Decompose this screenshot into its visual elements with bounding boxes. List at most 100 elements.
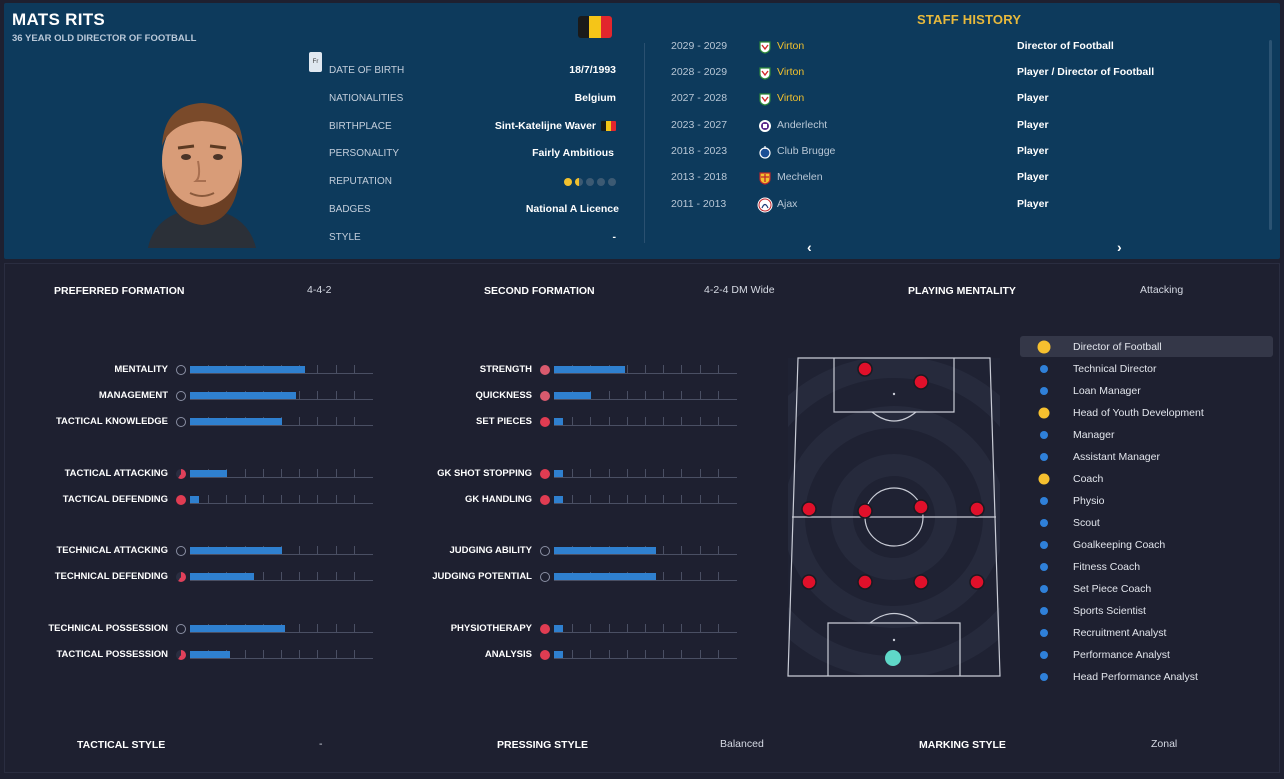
role-item[interactable]: Head of Youth Development: [1020, 402, 1273, 423]
bar-tick: [681, 417, 683, 425]
role-item[interactable]: Goalkeeping Coach: [1020, 534, 1273, 555]
bar-tick: [608, 650, 610, 658]
attribute-row[interactable]: PHYSIOTHERAPY: [5, 621, 765, 637]
bar-tick: [681, 469, 683, 477]
history-row[interactable]: 2023 - 2027 Anderlecht Player: [671, 115, 1211, 137]
bar-tick: [299, 495, 301, 503]
info-row-reputation: REPUTATION: [329, 173, 619, 193]
attribute-row[interactable]: TACTICAL ATTACKING: [5, 466, 765, 482]
role-item[interactable]: Physio: [1020, 490, 1273, 511]
role-item[interactable]: Head Performance Analyst: [1020, 666, 1273, 687]
history-row[interactable]: 2027 - 2028 Virton Player: [671, 88, 1211, 110]
bar-tick: [590, 417, 592, 425]
history-years: 2023 - 2027: [671, 119, 728, 131]
info-row-style: STYLE -: [329, 229, 619, 249]
info-row-birthplace: BIRTHPLACE Sint-Katelijne Waver: [329, 118, 619, 138]
attribute-bar-fill: [554, 366, 626, 373]
bar-tick: [717, 572, 719, 580]
bar-tick: [681, 495, 683, 503]
role-item[interactable]: Manager: [1020, 424, 1273, 445]
role-item[interactable]: Set Piece Coach: [1020, 578, 1273, 599]
attribute-row[interactable]: SET PIECES: [5, 414, 765, 430]
reputation-star-empty: [597, 178, 605, 186]
bar-tick: [608, 417, 610, 425]
role-suitability-dot-icon: [1040, 540, 1048, 549]
history-row[interactable]: 2028 - 2029 Virton Player / Director of …: [671, 62, 1211, 84]
virton-badge-icon: [757, 39, 773, 55]
history-prev-button[interactable]: ‹: [807, 239, 812, 255]
history-row[interactable]: 2013 - 2018 Mechelen Player: [671, 167, 1211, 189]
attribute-row[interactable]: JUDGING POTENTIAL: [5, 569, 765, 585]
attribute-row[interactable]: TECHNICAL ATTACKING: [5, 543, 765, 559]
info-row-personality: PERSONALITY Fairly Ambitious: [329, 145, 619, 165]
attribute-row[interactable]: ANALYSIS: [5, 647, 765, 663]
role-suitability-dot-icon: [1040, 584, 1048, 593]
nationality-value[interactable]: Belgium: [574, 92, 616, 104]
role-suitability-dot-icon: [1040, 430, 1048, 439]
role-item[interactable]: Assistant Manager: [1020, 446, 1273, 467]
attribute-bar: [190, 391, 373, 400]
bar-tick: [262, 469, 264, 477]
attribute-label: TACTICAL DEFENDING: [62, 494, 168, 505]
attribute-bar-fill: [190, 496, 200, 503]
bar-tick: [699, 572, 701, 580]
bar-tick: [335, 572, 337, 580]
role-label: Recruitment Analyst: [1073, 627, 1167, 639]
history-club-link[interactable]: Mechelen: [777, 171, 823, 183]
attribute-row[interactable]: JUDGING ABILITY: [5, 543, 765, 559]
role-label: Goalkeeping Coach: [1073, 539, 1166, 551]
attribute-row[interactable]: MENTALITY: [5, 362, 765, 378]
history-next-button[interactable]: ›: [1117, 239, 1122, 255]
bar-tick: [681, 624, 683, 632]
attribute-rating-icon: [176, 365, 186, 375]
attribute-bar-fill: [190, 470, 227, 477]
attribute-row[interactable]: QUICKNESS: [5, 388, 765, 404]
history-row[interactable]: 2029 - 2029 Virton Director of Football: [671, 36, 1211, 58]
role-suitability-dot-icon: [1040, 518, 1048, 527]
attribute-bar: [554, 365, 737, 374]
attribute-rating-icon: [176, 391, 186, 401]
role-suitability-dot-icon: [1040, 650, 1048, 659]
history-role: Player: [1017, 119, 1049, 131]
club-tag[interactable]: Fr: [309, 52, 322, 72]
attribute-row[interactable]: TACTICAL DEFENDING: [5, 492, 765, 508]
attribute-row[interactable]: TACTICAL KNOWLEDGE: [5, 414, 765, 430]
preferred-formation-label: PREFERRED FORMATION: [54, 285, 185, 297]
history-club-link[interactable]: Virton: [777, 92, 805, 104]
history-club-link[interactable]: Virton: [777, 66, 805, 78]
role-item[interactable]: Director of Football: [1020, 336, 1273, 357]
attribute-rating-icon: [540, 624, 550, 634]
role-item[interactable]: Scout: [1020, 512, 1273, 533]
history-role: Player / Director of Football: [1017, 66, 1155, 78]
role-item[interactable]: Fitness Coach: [1020, 556, 1273, 577]
history-club-link[interactable]: Anderlecht: [777, 119, 828, 131]
history-role: Player: [1017, 92, 1049, 104]
bar-tick: [699, 650, 701, 658]
attribute-row[interactable]: TACTICAL POSSESSION: [5, 647, 765, 663]
attribute-bar: [190, 624, 373, 633]
role-item[interactable]: Performance Analyst: [1020, 644, 1273, 665]
role-item[interactable]: Coach: [1020, 468, 1273, 489]
history-club-link[interactable]: Ajax: [777, 198, 798, 210]
attribute-row[interactable]: GK HANDLING: [5, 492, 765, 508]
role-item[interactable]: Recruitment Analyst: [1020, 622, 1273, 643]
birthplace-value[interactable]: Sint-Katelijne Waver: [494, 120, 596, 132]
history-row[interactable]: 2011 - 2013 Ajax Player: [671, 194, 1211, 216]
history-club-link[interactable]: Virton: [777, 40, 805, 52]
role-item[interactable]: Sports Scientist: [1020, 600, 1273, 621]
bar-tick: [335, 495, 337, 503]
attribute-rating-icon: [540, 546, 550, 556]
role-item[interactable]: Loan Manager: [1020, 380, 1273, 401]
attribute-row[interactable]: GK SHOT STOPPING: [5, 466, 765, 482]
attribute-row[interactable]: MANAGEMENT: [5, 388, 765, 404]
history-row[interactable]: 2018 - 2023 Club Brugge Player: [671, 141, 1211, 163]
bar-tick: [590, 650, 592, 658]
attribute-row[interactable]: TECHNICAL POSSESSION: [5, 621, 765, 637]
history-scrollbar[interactable]: [1269, 40, 1272, 230]
role-item[interactable]: Technical Director: [1020, 358, 1273, 379]
attribute-row[interactable]: TECHNICAL DEFENDING: [5, 569, 765, 585]
staff-subtitle: 36 YEAR OLD DIRECTOR OF FOOTBALL: [12, 33, 197, 44]
attribute-row[interactable]: STRENGTH: [5, 362, 765, 378]
history-club-link[interactable]: Club Brugge: [777, 145, 836, 157]
info-label: BIRTHPLACE: [329, 121, 392, 132]
